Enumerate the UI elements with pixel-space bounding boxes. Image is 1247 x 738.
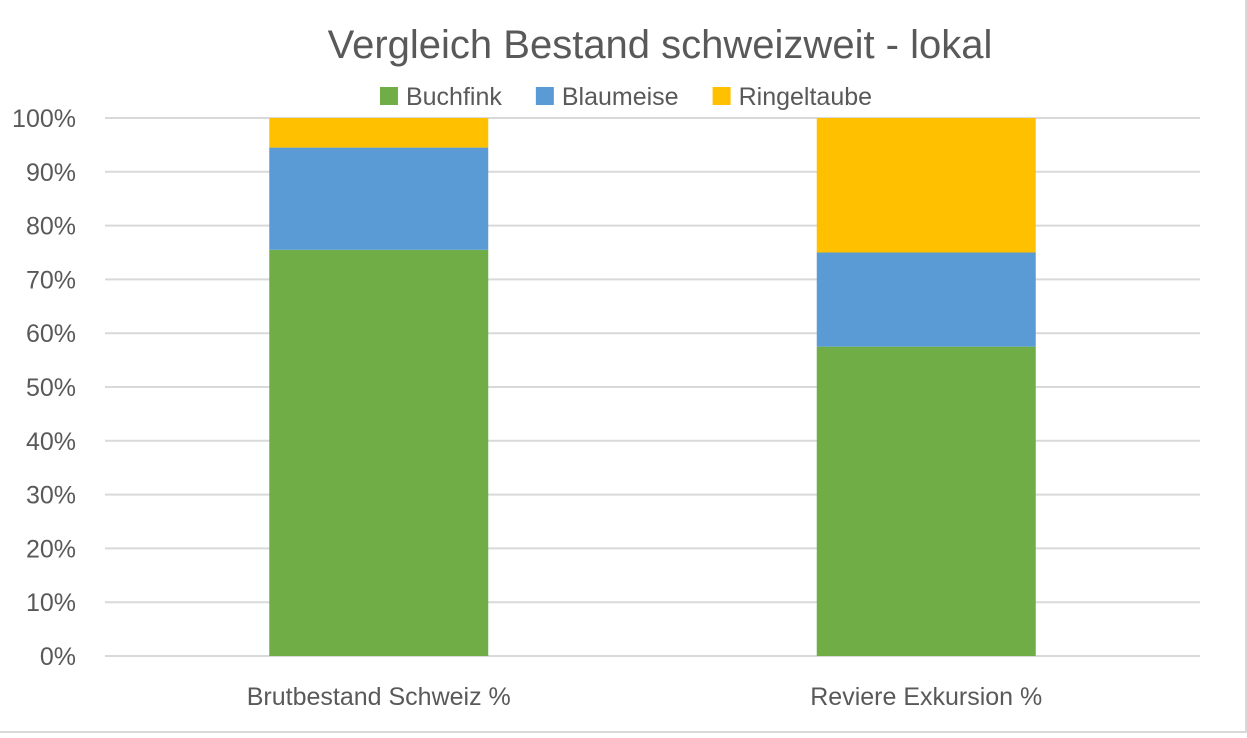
x-axis-tick-labels: Brutbestand Schweiz % Reviere Exkursion % <box>247 683 1043 711</box>
bar-segment-buchfink <box>269 249 489 656</box>
y-axis-tick-labels: 0% 10% 20% 30% 40% 50% 60% 70% 80% 90% 100% <box>12 105 76 671</box>
x-tick-label: Brutbestand Schweiz % <box>247 683 511 711</box>
chart-title: Vergleich Bestand schweizweit - lokal <box>328 23 993 67</box>
legend-label: Blaumeise <box>562 83 679 111</box>
legend: Buchfink Blaumeise Ringeltaube <box>379 83 872 111</box>
y-tick-label: 40% <box>26 428 76 456</box>
bar-segment-blaumeise <box>816 252 1036 347</box>
y-tick-label: 100% <box>12 105 76 133</box>
frame-border-right <box>1245 0 1247 733</box>
legend-item: Blaumeise <box>535 83 679 111</box>
legend-item: Ringeltaube <box>712 83 872 111</box>
y-tick-label: 30% <box>26 482 76 510</box>
y-tick-label: 70% <box>26 266 76 294</box>
y-tick-label: 50% <box>26 374 76 402</box>
legend-label: Ringeltaube <box>739 83 872 111</box>
bar-segment-blaumeise <box>269 147 489 250</box>
y-tick-label: 80% <box>26 213 76 241</box>
legend-item: Buchfink <box>379 83 502 111</box>
legend-swatch <box>379 87 398 105</box>
bar-segment-buchfink <box>816 346 1036 656</box>
legend-label: Buchfink <box>406 83 502 111</box>
y-tick-label: 90% <box>26 159 76 187</box>
y-tick-label: 10% <box>26 589 76 617</box>
bar-segment-ringeltaube <box>269 118 489 148</box>
frame-border-bottom <box>0 731 1247 733</box>
x-tick-label: Reviere Exkursion % <box>810 683 1042 711</box>
y-tick-label: 0% <box>40 643 76 671</box>
legend-swatch <box>535 87 554 105</box>
bars <box>269 118 1036 656</box>
y-tick-label: 20% <box>26 535 76 563</box>
legend-swatch <box>712 87 731 105</box>
y-tick-label: 60% <box>26 320 76 348</box>
bar-segment-ringeltaube <box>816 118 1036 253</box>
